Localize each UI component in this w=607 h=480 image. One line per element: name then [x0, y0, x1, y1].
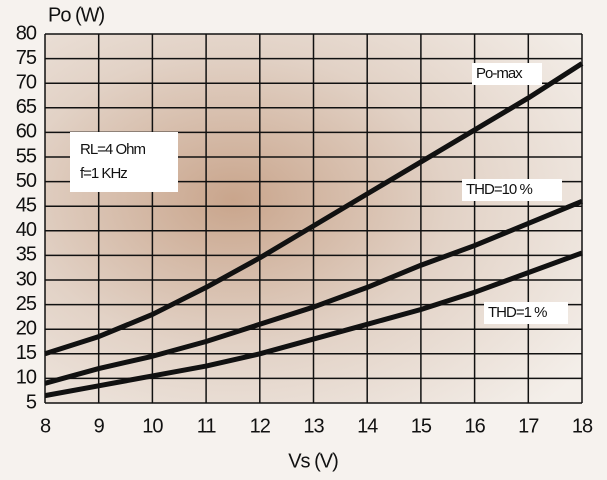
x-tick-label: 8	[40, 415, 51, 437]
x-tick-label: 17	[518, 415, 539, 437]
x-tick-label: 16	[464, 415, 485, 437]
series-line	[44, 250, 583, 399]
y-axis-label: Po (W)	[48, 4, 105, 26]
y-tick-label: 35	[16, 244, 37, 266]
x-tick-label: 10	[142, 415, 163, 437]
x-axis-label: Vs (V)	[288, 450, 338, 472]
series-label-box	[462, 179, 562, 201]
y-tick-label: 45	[16, 194, 37, 216]
y-tick-label: 60	[16, 121, 37, 143]
annotation-box	[70, 132, 178, 192]
series-line	[44, 198, 583, 386]
x-tick-label: 13	[303, 415, 324, 437]
y-tick-label: 50	[16, 170, 37, 192]
y-tick-label: 55	[16, 145, 37, 167]
annotation: RL=4 Ohm	[80, 141, 145, 158]
y-tick-label: 80	[16, 22, 37, 44]
y-tick-label: 25	[16, 293, 37, 315]
y-tick-label: 40	[16, 219, 37, 241]
x-tick-label: 9	[94, 415, 105, 437]
series-label: Po-max	[476, 65, 523, 82]
series-label-box	[472, 63, 542, 85]
y-tick-label: 65	[16, 96, 37, 118]
x-tick-label: 12	[250, 415, 271, 437]
y-tick-label: 10	[16, 367, 37, 389]
y-tick-label: 75	[16, 47, 37, 69]
y-tick-label: 30	[16, 268, 37, 290]
y-tick-label: 15	[16, 342, 37, 364]
series-label: THD=1 %	[488, 304, 547, 321]
x-tick-label: 15	[411, 415, 432, 437]
y-tick-label: 5	[26, 391, 37, 413]
x-tick-label: 18	[572, 415, 593, 437]
annotation: f=1 KHz	[80, 165, 127, 182]
series-label-box	[484, 302, 568, 324]
x-tick-label: 14	[357, 415, 378, 437]
y-tick-label: 20	[16, 317, 37, 339]
y-tick-label: 70	[16, 71, 37, 93]
x-tick-label: 11	[197, 415, 217, 437]
series-line	[44, 61, 584, 357]
series-label: THD=10 %	[466, 181, 532, 198]
